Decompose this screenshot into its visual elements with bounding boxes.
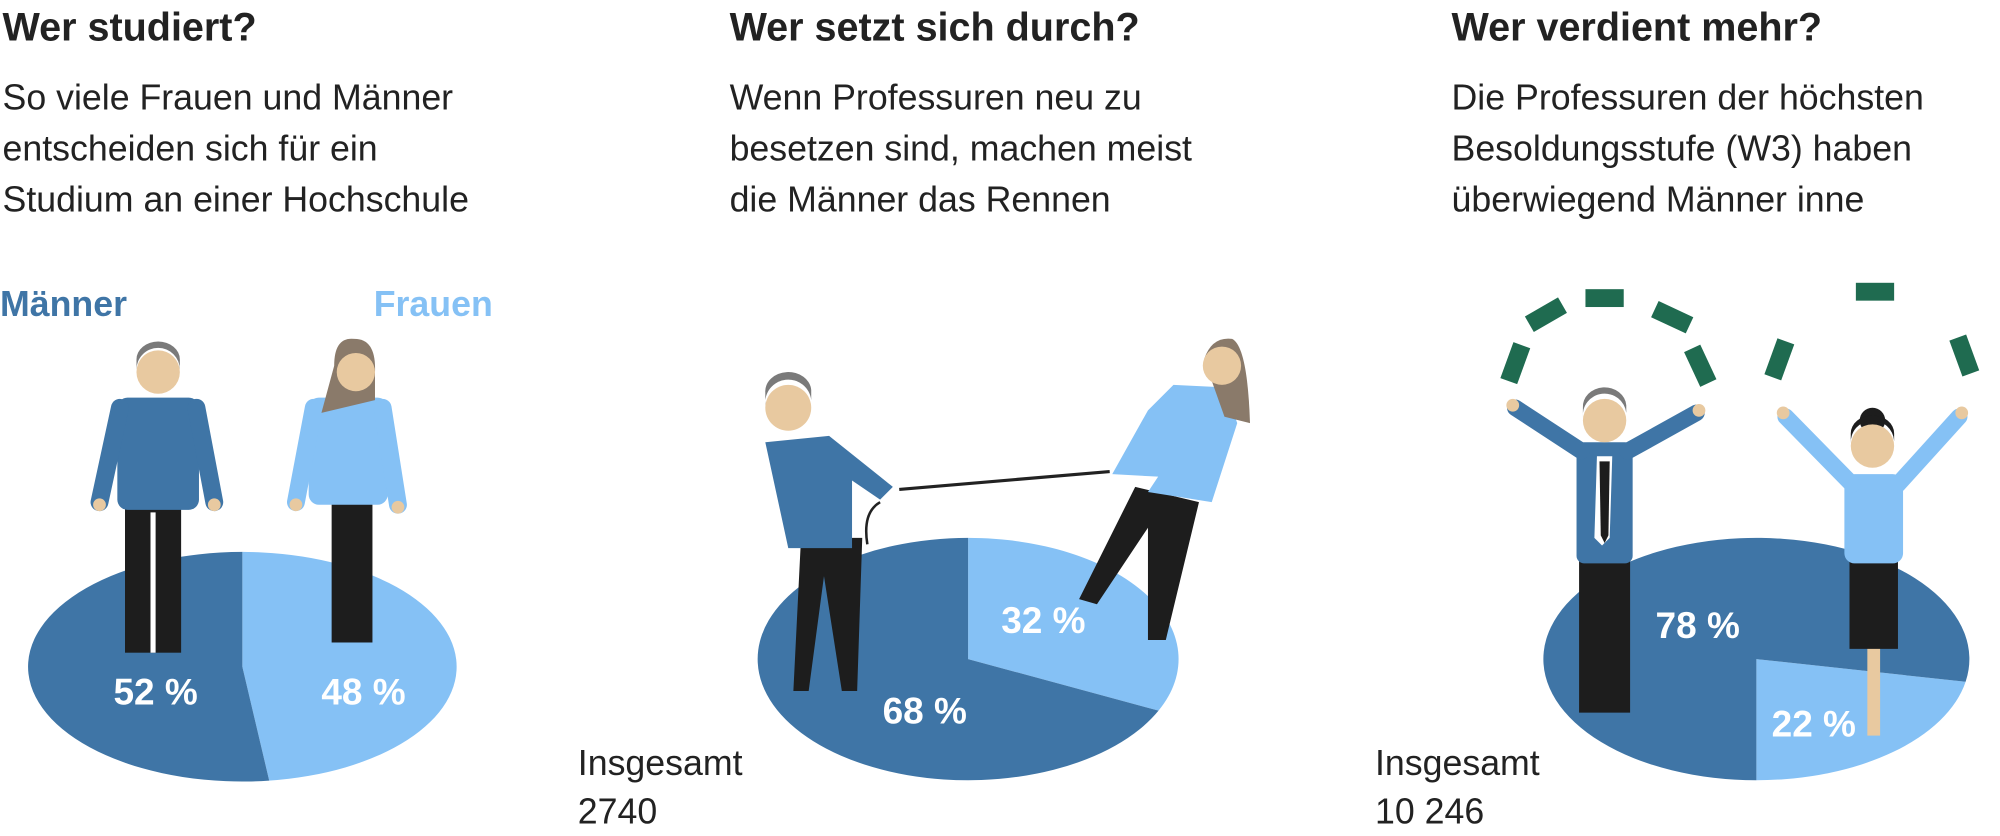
value-labels: 52 % 48 % 68 % 32 % 78 % 22 %	[113, 600, 1855, 744]
pie-slice	[242, 551, 457, 781]
texts: Wer studiert? So viele Frauen und Männer e…	[0, 5, 1924, 831]
pie-slice	[28, 551, 270, 782]
panel-title: Wer verdient mehr?	[1452, 5, 1823, 49]
panel-subtitle: entscheiden sich für ein	[3, 128, 378, 168]
panel-subtitle: Wenn Professuren neu zu	[730, 77, 1142, 117]
panel-subtitle: So viele Frauen und Männer	[3, 77, 454, 117]
value-label: 48 %	[321, 672, 405, 713]
pies	[28, 537, 1970, 782]
figures	[90, 282, 1980, 736]
legend-label: Frauen	[374, 284, 493, 324]
panel-title: Wer studiert?	[3, 5, 257, 49]
total-value: 2740	[578, 792, 657, 832]
panel-subtitle: die Männer das Rennen	[730, 179, 1111, 219]
panel-subtitle: überwiegend Männer inne	[1452, 179, 1865, 219]
value-label: 52 %	[113, 672, 197, 713]
value-label: 78 %	[1656, 605, 1740, 646]
panel-subtitle: Studium an einer Hochschule	[3, 179, 469, 219]
value-label: 22 %	[1772, 703, 1856, 744]
panel-subtitle: besetzen sind, machen meist	[730, 128, 1192, 168]
total-value: 10 246	[1375, 792, 1484, 832]
value-label: 68 %	[883, 691, 967, 732]
total-label: Insgesamt	[578, 743, 743, 783]
legend-label: Männer	[0, 284, 127, 324]
pie-slice	[968, 537, 1179, 711]
total-label: Insgesamt	[1375, 743, 1540, 783]
panel-subtitle: Besoldungsstufe (W3) haben	[1452, 128, 1912, 168]
pie-slice	[1756, 659, 1966, 781]
panel-title: Wer setzt sich durch?	[730, 5, 1140, 49]
panel-subtitle: Die Professuren der höchsten	[1452, 77, 1924, 117]
value-label: 32 %	[1001, 600, 1085, 641]
